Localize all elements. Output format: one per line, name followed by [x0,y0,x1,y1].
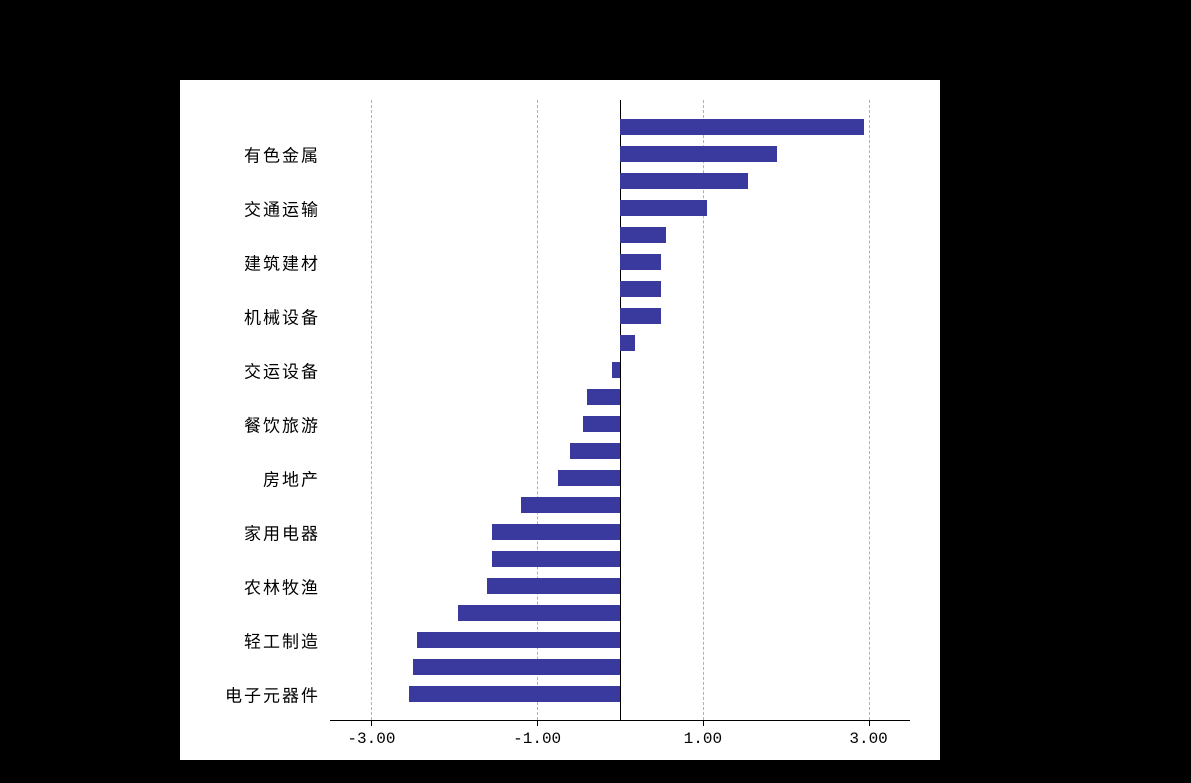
x-axis-label: 1.00 [684,730,722,748]
y-axis-label: 交运设备 [244,357,320,382]
x-tick [869,720,870,726]
x-axis-label: 3.00 [849,730,887,748]
y-axis-label: 农林牧渔 [244,573,320,598]
bar [620,146,777,162]
y-axis-label: 电子元器件 [225,681,320,706]
bar [492,524,620,540]
bar [417,632,620,648]
x-axis-label: -1.00 [513,730,561,748]
bar [620,173,748,189]
x-tick [537,720,538,726]
bar [620,281,661,297]
x-axis-label: -3.00 [347,730,395,748]
y-axis-label: 机械设备 [244,303,320,328]
bar [620,119,864,135]
bar [492,551,620,567]
y-axis-label: 建筑建材 [244,249,320,274]
y-axis-label: 轻工制造 [244,627,320,652]
bar [620,227,666,243]
chart-container: -3.00 -1.00 1.00 3.00 有色金属交通运输建筑建材机械设备交运设备餐饮… [180,80,940,760]
bar [620,254,661,270]
bar [587,389,620,405]
bar [558,470,620,486]
y-axis-label: 餐饮旅游 [244,411,320,436]
bar [521,497,620,513]
bar [583,416,620,432]
bar [620,335,635,351]
bar [570,443,620,459]
bar [620,200,707,216]
x-axis-line [330,720,910,721]
bar [612,362,620,378]
bar [620,308,661,324]
plot-area: -3.00-1.001.003.00有色金属交通运输建筑建材机械设备交运设备餐饮… [330,100,910,720]
bar [413,659,620,675]
y-axis-line [620,100,621,720]
x-tick [703,720,704,726]
bar [458,605,620,621]
gridline [869,100,870,720]
gridline [703,100,704,720]
x-tick [371,720,372,726]
gridline [371,100,372,720]
gridline [537,100,538,720]
y-axis-label: 有色金属 [244,141,320,166]
y-axis-label: 家用电器 [244,519,320,544]
y-axis-label: 交通运输 [244,195,320,220]
y-axis-label: 房地产 [263,465,320,490]
bar [487,578,620,594]
bar [409,686,620,702]
